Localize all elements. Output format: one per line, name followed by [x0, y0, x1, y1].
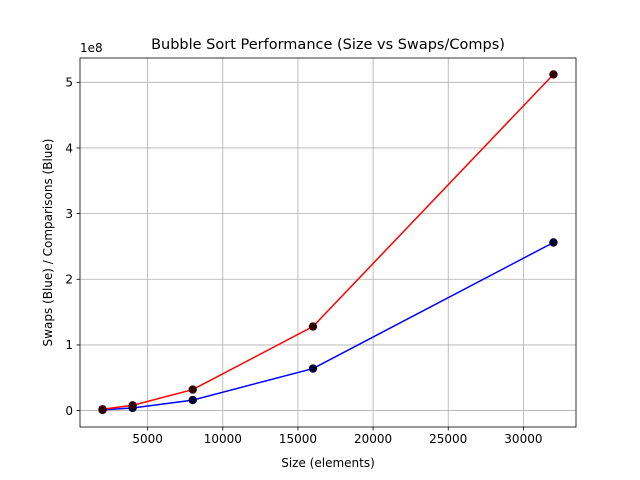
y-axis: 0 1 2 3 4 5	[65, 76, 80, 418]
y-tick-label: 0	[65, 404, 73, 418]
x-axis-label: Size (elements)	[281, 456, 375, 470]
x-axis: 5000 10000 15000 20000 25000 30000	[132, 427, 542, 446]
y-tick-label: 3	[65, 207, 73, 221]
data-point-series-1	[549, 238, 558, 247]
data-point-series-1	[308, 364, 318, 373]
y-axis-label: Swaps (Blue) / Comparisons (Blue)	[41, 139, 55, 347]
y-tick-label: 4	[65, 141, 73, 155]
data-point-series-2	[308, 322, 318, 331]
series-lines	[102, 73, 554, 411]
chart-title: Bubble Sort Performance (Size vs Swaps/C…	[151, 37, 505, 53]
x-tick-label: 25000	[429, 432, 467, 446]
x-tick-label: 15000	[279, 432, 317, 446]
data-point-series-2	[128, 401, 137, 410]
axes-frame	[79, 57, 577, 428]
data-point-series-2	[188, 385, 197, 394]
data-point-series-2	[549, 70, 558, 79]
data-points	[98, 70, 558, 415]
y-offset-label: 1e8	[80, 41, 103, 55]
series-line-2	[102, 73, 554, 411]
y-tick-label: 2	[65, 273, 73, 287]
series-line-1	[102, 241, 554, 411]
data-point-series-1	[188, 395, 197, 405]
y-tick-label: 5	[65, 76, 73, 90]
data-point-series-2	[98, 405, 107, 414]
x-tick-label: 30000	[504, 432, 542, 446]
x-tick-label: 10000	[204, 432, 242, 446]
x-tick-label: 20000	[354, 432, 392, 446]
grid	[80, 58, 576, 427]
y-tick-label: 1	[65, 338, 73, 352]
x-tick-label: 5000	[132, 432, 163, 446]
